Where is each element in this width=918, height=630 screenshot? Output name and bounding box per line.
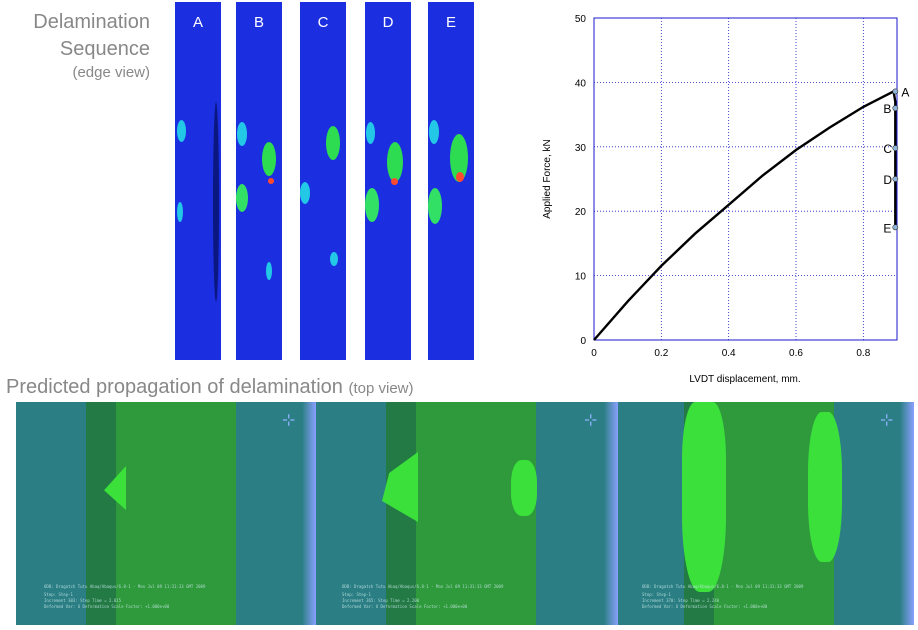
stress-spot xyxy=(326,126,340,160)
strip-e: E xyxy=(428,2,474,360)
panel-caption: ODB: Dragatch Tutu Abaq/Abaqus/6.8-1 - M… xyxy=(342,584,504,589)
stress-spot xyxy=(429,120,439,144)
strip-label-d: D xyxy=(382,14,394,31)
axis-triad-icon: ⊹ xyxy=(584,412,598,429)
axis-triad-icon: ⊹ xyxy=(282,412,296,429)
strip-label-c: C xyxy=(317,14,329,31)
x-tick-label: 0.6 xyxy=(789,348,803,359)
sequence-subtitle: (edge view) xyxy=(72,64,150,81)
stress-spot xyxy=(330,252,338,266)
x-tick-label: 0 xyxy=(591,348,597,359)
stress-spot xyxy=(177,202,183,222)
point-marker-e xyxy=(892,224,899,231)
strip-d: D xyxy=(365,2,411,360)
stress-spot xyxy=(268,178,274,184)
propagation-subtitle: (top view) xyxy=(348,380,414,397)
point-label-e: E xyxy=(883,221,891,235)
panel-increment: Increment 370: Step Time = 2.240 xyxy=(642,598,720,603)
strip-label-b: B xyxy=(253,14,264,31)
strip-label-a: A xyxy=(192,14,203,31)
stress-spot xyxy=(450,134,468,182)
panel-step: Step: Step-1 xyxy=(642,592,671,597)
point-label-c: C xyxy=(883,142,892,156)
y-tick-label: 0 xyxy=(580,336,586,347)
y-axis-label: Applied Force, kN xyxy=(542,139,553,218)
propagation-title-main: Predicted propagation of delamination xyxy=(6,376,343,398)
chart-grid xyxy=(594,18,897,340)
point-marker-a xyxy=(892,88,899,95)
panel-deformed: Deformed Var: U Deformation Scale Factor… xyxy=(342,604,468,609)
panel-edge xyxy=(302,402,316,625)
stress-spot xyxy=(387,142,403,182)
top-view-panel-2: ⊹ ODB: Dragatch Tutu Abaq/Abaqus/6.8-1 -… xyxy=(316,402,618,625)
stress-spot xyxy=(391,178,398,185)
edge-dark xyxy=(213,102,219,302)
strip-a: A xyxy=(175,2,221,360)
stress-spot xyxy=(266,262,272,280)
x-tick-label: 0.8 xyxy=(856,348,870,359)
y-tick-label: 50 xyxy=(575,14,587,25)
delamination-region xyxy=(808,412,842,562)
y-tick-label: 30 xyxy=(575,143,587,154)
stress-spot xyxy=(262,142,276,176)
delamination-region xyxy=(511,460,537,516)
stress-spot xyxy=(236,184,248,212)
panel-increment: Increment 365: Step Time = 2.200 xyxy=(342,598,420,603)
point-label-a: A xyxy=(901,85,909,99)
x-tick-label: 0.4 xyxy=(722,348,736,359)
point-marker-d xyxy=(892,176,899,182)
stress-spot xyxy=(237,122,247,146)
stress-spot xyxy=(300,182,310,204)
panel-step: Step: Step-1 xyxy=(44,592,73,597)
propagation-title: Predicted propagation of delamination (t… xyxy=(6,376,414,399)
panel-caption: ODB: Dragatch Tutu Abaq/Abaqus/6.8-1 - M… xyxy=(44,584,206,589)
top-view-panel-3: ⊹ ODB: Dragatch Tutu Abaq/Abaqus/6.8-1 -… xyxy=(618,402,914,625)
point-label-d: D xyxy=(883,173,892,187)
panel-increment: Increment 303: Step Time = 2.015 xyxy=(44,598,122,603)
strip-c: C xyxy=(300,2,346,360)
stress-spot xyxy=(366,122,375,144)
panel-caption: ODB: Dragatch Tutu Abaq/Abaqus/6.8-1 - M… xyxy=(642,584,804,589)
y-tick-label: 10 xyxy=(575,272,587,283)
stress-spot xyxy=(365,188,379,222)
sequence-title-line2: Sequence xyxy=(59,38,150,60)
x-tick-label: 0.2 xyxy=(654,348,668,359)
panel-edge xyxy=(900,402,914,625)
panel-step: Step: Step-1 xyxy=(342,592,371,597)
stress-spot xyxy=(177,120,186,142)
force-displacement-chart: 0 0.2 0.4 0.6 0.8 0 10 20 30 40 50 AB C D E LVDT disp… xyxy=(542,14,909,385)
stress-spot xyxy=(456,172,464,182)
point-marker-c xyxy=(892,145,899,151)
y-tick-label: 20 xyxy=(575,207,587,218)
sequence-title-line1: Delamination xyxy=(33,11,150,33)
axis-triad-icon: ⊹ xyxy=(880,412,894,429)
force-curve xyxy=(593,89,897,341)
point-marker-b xyxy=(892,105,899,112)
top-view-panel-1: ⊹ ODB: Dragatch Tutu Abaq/Abaqus/6.8-1 -… xyxy=(16,402,316,625)
stress-spot xyxy=(428,188,442,224)
band-center xyxy=(116,402,236,625)
strip-label-e: E xyxy=(445,14,456,31)
plot-frame xyxy=(593,17,898,341)
panel-deformed: Deformed Var: U Deformation Scale Factor… xyxy=(642,604,768,609)
x-axis-label: LVDT displacement, mm. xyxy=(689,374,800,385)
panel-edge xyxy=(604,402,618,625)
point-label-b: B xyxy=(883,102,891,116)
strip-b: B xyxy=(236,2,282,360)
panel-deformed: Deformed Var: U Deformation Scale Factor… xyxy=(44,604,170,609)
delamination-region xyxy=(682,402,726,592)
y-tick-label: 40 xyxy=(575,78,587,89)
